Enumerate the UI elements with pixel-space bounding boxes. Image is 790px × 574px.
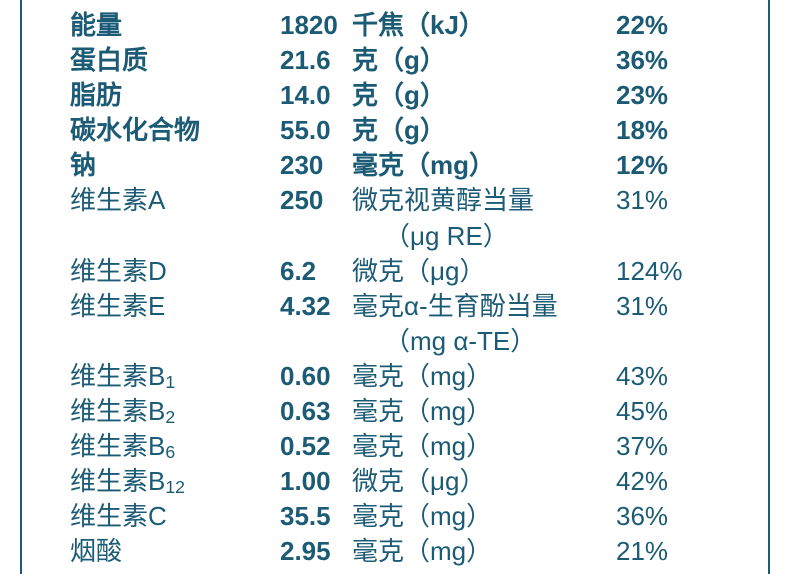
- nutrient-percent: 21%: [616, 534, 716, 569]
- nutrient-sub: 6: [165, 442, 175, 462]
- table-row: 烟酸2.95毫克（mg） 21%: [70, 534, 748, 569]
- table-row: 脂肪14.0克（g） 23%: [70, 78, 748, 113]
- nutrient-unit: 克（g）: [348, 113, 616, 148]
- nutrient-sub: 12: [165, 477, 185, 497]
- nutrient-name: 维生素E: [70, 289, 280, 324]
- nutrient-percent: 31%: [616, 289, 716, 324]
- unit-line1: 毫克（mg）: [352, 396, 492, 426]
- nutrient-value: 230: [280, 148, 348, 183]
- nutrition-facts-table: 能量1820千焦（kJ）22%蛋白质21.6克（g）36%脂肪14.0克（g）2…: [20, 0, 770, 574]
- nutrient-sub: 2: [165, 407, 175, 427]
- table-row: 钠230毫克（mg） 12%: [70, 148, 748, 183]
- nutrient-name: 脂肪: [70, 78, 280, 113]
- table-row: 维生素C35.5毫克（mg） 36%: [70, 499, 748, 534]
- nutrient-name: 维生素A: [70, 183, 280, 218]
- nutrient-value: 0.60: [280, 359, 348, 394]
- table-row: 能量1820千焦（kJ） 22%: [70, 8, 748, 43]
- unit-line1: 克（g）: [352, 45, 446, 75]
- unit-line1: 微克（μg）: [352, 256, 485, 286]
- nutrient-value: 35.5: [280, 499, 348, 534]
- unit-line1: 克（g）: [352, 80, 446, 110]
- nutrient-unit: 克（g）: [348, 78, 616, 113]
- nutrient-name: 蛋白质: [70, 43, 280, 78]
- nutrient-unit: 毫克α-生育酚当量（mg α-TE）: [348, 289, 616, 359]
- nutrient-unit: 毫克（mg）: [348, 429, 616, 464]
- nutrient-percent: 23%: [616, 78, 716, 113]
- nutrient-value: 1.00: [280, 464, 348, 499]
- nutrient-unit: 毫克（mg）: [348, 499, 616, 534]
- nutrient-unit: 克（g）: [348, 43, 616, 78]
- nutrient-percent: 36%: [616, 43, 716, 78]
- nutrient-unit: 毫克（mg）: [348, 359, 616, 394]
- nutrient-value: 21.6: [280, 43, 348, 78]
- nutrient-name: 维生素B6: [70, 429, 280, 464]
- nutrient-percent: 22%: [616, 8, 716, 43]
- nutrient-name: 维生素B1: [70, 359, 280, 394]
- table-row: 维生素B121.00微克（μg） 42%: [70, 464, 748, 499]
- table-row: 维生素E4.32毫克α-生育酚当量（mg α-TE）31%: [70, 289, 748, 359]
- table-row: 维生素A250微克视黄醇当量 （μg RE）31%: [70, 183, 748, 253]
- table-row: 蛋白质21.6克（g） 36%: [70, 43, 748, 78]
- table-row: 维生素D6.2微克（μg） 124%: [70, 254, 748, 289]
- nutrient-percent: 18%: [616, 113, 716, 148]
- nutrient-value: 250: [280, 183, 348, 218]
- nutrient-name: 钠: [70, 148, 280, 183]
- unit-line2: （μg RE）: [352, 219, 616, 254]
- table-row: 维生素B20.63毫克（mg） 45%: [70, 394, 748, 429]
- nutrient-percent: 45%: [616, 394, 716, 429]
- nutrient-unit: 微克（μg）: [348, 464, 616, 499]
- unit-line1: 毫克α-生育酚当量: [352, 291, 558, 321]
- nutrient-percent: 42%: [616, 464, 716, 499]
- unit-line1: 微克视黄醇当量: [352, 185, 534, 215]
- nutrient-percent: 36%: [616, 499, 716, 534]
- nutrient-unit: 毫克（mg）: [348, 148, 616, 183]
- nutrient-name: 能量: [70, 8, 280, 43]
- nutrient-name: 维生素D: [70, 254, 280, 289]
- unit-line1: 微克（μg）: [352, 466, 485, 496]
- nutrient-value: 0.63: [280, 394, 348, 429]
- nutrient-percent: 12%: [616, 148, 716, 183]
- nutrient-value: 1820: [280, 8, 348, 43]
- nutrient-name: 维生素B2: [70, 394, 280, 429]
- nutrient-percent: 43%: [616, 359, 716, 394]
- unit-line1: 毫克（mg）: [352, 150, 495, 180]
- nutrient-name: 维生素C: [70, 499, 280, 534]
- unit-line1: 毫克（mg）: [352, 536, 492, 566]
- unit-line2: （mg α-TE）: [352, 324, 616, 359]
- nutrient-value: 0.52: [280, 429, 348, 464]
- unit-line1: 毫克（mg）: [352, 431, 492, 461]
- nutrient-name: 维生素B12: [70, 464, 280, 499]
- table-row: 维生素B10.60毫克（mg） 43%: [70, 359, 748, 394]
- nutrient-name: 碳水化合物: [70, 113, 280, 148]
- nutrient-unit: 毫克（mg）: [348, 534, 616, 569]
- table-row: 维生素B60.52毫克（mg） 37%: [70, 429, 748, 464]
- nutrient-percent: 124%: [616, 254, 716, 289]
- table-row: 碳水化合物55.0克（g） 18%: [70, 113, 748, 148]
- nutrient-unit: 微克视黄醇当量 （μg RE）: [348, 183, 616, 253]
- nutrient-unit: 微克（μg）: [348, 254, 616, 289]
- nutrient-value: 6.2: [280, 254, 348, 289]
- nutrient-unit: 毫克（mg）: [348, 394, 616, 429]
- nutrient-value: 55.0: [280, 113, 348, 148]
- nutrient-unit: 千焦（kJ）: [348, 8, 616, 43]
- unit-line1: 毫克（mg）: [352, 361, 492, 391]
- unit-line1: 千焦（kJ）: [352, 10, 485, 40]
- nutrient-value: 4.32: [280, 289, 348, 324]
- nutrient-value: 14.0: [280, 78, 348, 113]
- nutrient-sub: 1: [165, 372, 175, 392]
- nutrient-value: 2.95: [280, 534, 348, 569]
- unit-line1: 克（g）: [352, 115, 446, 145]
- unit-line1: 毫克（mg）: [352, 501, 492, 531]
- nutrient-percent: 31%: [616, 183, 716, 218]
- nutrient-name: 烟酸: [70, 534, 280, 569]
- nutrient-percent: 37%: [616, 429, 716, 464]
